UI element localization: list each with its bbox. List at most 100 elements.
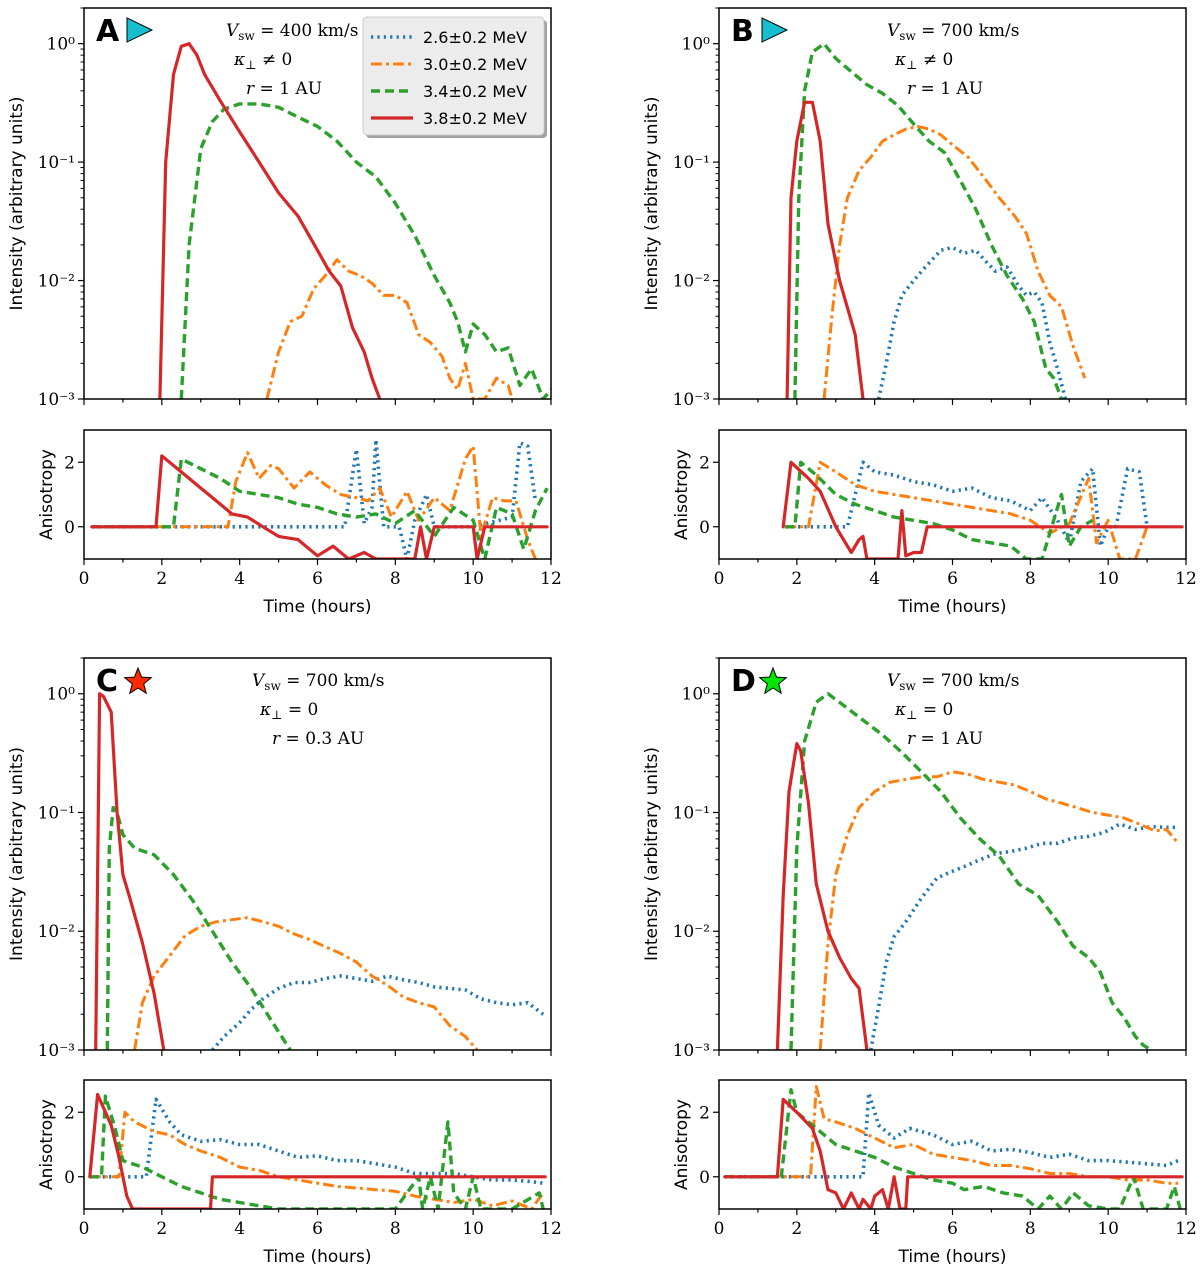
intensity-series-line xyxy=(158,42,382,399)
x-axis-label: Time (hours) xyxy=(262,1247,371,1267)
intensity-series-line xyxy=(869,822,1179,1050)
anisotropy-plot-area xyxy=(723,1085,1184,1209)
x-tick-label: 6 xyxy=(312,1219,323,1239)
y-tick-label: 10⁻¹ xyxy=(673,153,710,173)
x-tick-label: 10 xyxy=(462,569,484,589)
intensity-series-line xyxy=(822,124,1087,399)
y-tick-label: 10⁻¹ xyxy=(38,153,75,173)
x-tick-label: 10 xyxy=(462,1219,484,1239)
y-tick-label: 2 xyxy=(699,1103,710,1123)
parameter-annotation: r = 1 AU xyxy=(907,729,983,749)
y-tick-label: 10⁻¹ xyxy=(38,803,75,823)
x-tick-label: 4 xyxy=(234,569,245,589)
intensity-series-line xyxy=(179,102,551,399)
y-tick-label: 10⁻² xyxy=(673,922,710,942)
star-marker-icon xyxy=(758,666,788,695)
intensity-plot-area xyxy=(158,42,551,399)
intensity-series-line xyxy=(775,741,869,1050)
intensity-y-axis-label: Intensity (arbitrary units) xyxy=(642,747,662,961)
y-tick-label: 10⁰ xyxy=(47,685,76,705)
panel-b: 10⁻³ 10⁻² 10⁻¹ 10⁰ 0 2 4 6 8 10 12 0 2 Time (hours) In… xyxy=(642,7,1197,617)
parameter-annotation: r = 0.3 AU xyxy=(272,729,364,749)
anisotropy-series-line xyxy=(724,1087,1182,1209)
x-tick-label: 8 xyxy=(1025,569,1036,589)
legend-entry-label: 3.4±0.2 MeV xyxy=(423,82,527,101)
anisotropy-plot-area xyxy=(90,437,549,559)
x-tick-label: 4 xyxy=(234,1219,245,1239)
intensity-series-line xyxy=(105,805,292,1050)
y-tick-label: 10⁻² xyxy=(673,272,710,292)
x-tick-label: 2 xyxy=(791,569,802,589)
anisotropy-axes-frame xyxy=(83,1079,552,1210)
x-tick-label: 8 xyxy=(1025,1219,1036,1239)
anisotropy-series-line xyxy=(723,1097,1184,1209)
x-tick-label: 12 xyxy=(540,1219,562,1239)
x-tick-label: 2 xyxy=(791,1219,802,1239)
anisotropy-series-line xyxy=(90,454,549,559)
intensity-series-line xyxy=(211,974,545,1050)
x-tick-label: 2 xyxy=(156,569,167,589)
panel-d: 10⁻³ 10⁻² 10⁻¹ 10⁰ 0 2 4 6 8 10 12 0 2 Time (hours) In… xyxy=(642,657,1197,1267)
anisotropy-series-line xyxy=(89,1110,545,1209)
x-axis-label: Time (hours) xyxy=(897,597,1006,617)
y-tick-label: 10⁻³ xyxy=(673,390,710,410)
x-tick-label: 12 xyxy=(1175,1219,1197,1239)
intensity-series-line xyxy=(793,42,1064,399)
x-tick-label: 6 xyxy=(947,569,958,589)
x-tick-label: 10 xyxy=(1097,569,1119,589)
x-tick-label: 10 xyxy=(1097,1219,1119,1239)
anisotropy-series-line xyxy=(91,444,537,559)
anisotropy-series-line xyxy=(91,457,549,559)
x-tick-label: 2 xyxy=(156,1219,167,1239)
intensity-y-axis-label: Intensity (arbitrary units) xyxy=(642,97,662,311)
y-tick-label: 2 xyxy=(64,1103,75,1123)
anisotropy-series-line xyxy=(781,460,1184,559)
anisotropy-series-line xyxy=(88,1092,547,1209)
parameter-annotation: r = 1 AU xyxy=(246,79,322,99)
x-tick-label: 0 xyxy=(79,569,90,589)
panel-letter: C xyxy=(96,664,118,699)
intensity-plot-area xyxy=(785,42,1087,399)
y-tick-label: 10⁰ xyxy=(682,35,711,55)
y-tick-label: 2 xyxy=(64,453,75,473)
y-tick-label: 10⁻¹ xyxy=(673,803,710,823)
triangle-marker-icon xyxy=(126,17,154,43)
legend-entry-label: 3.0±0.2 MeV xyxy=(423,55,527,74)
x-tick-label: 4 xyxy=(869,569,880,589)
anisotropy-series-line xyxy=(785,460,1094,559)
x-tick-label: 4 xyxy=(869,1219,880,1239)
y-tick-label: 0 xyxy=(699,1168,710,1188)
anisotropy-y-axis-label: Anisotropy xyxy=(672,1099,692,1190)
anisotropy-y-axis-label: Anisotropy xyxy=(37,449,57,540)
y-tick-label: 10⁰ xyxy=(682,685,711,705)
y-tick-label: 2 xyxy=(699,453,710,473)
intensity-series-line xyxy=(94,692,166,1050)
anisotropy-plot-area xyxy=(781,460,1184,559)
parameter-annotation: κ⊥ ≠ 0 xyxy=(894,50,953,72)
anisotropy-y-axis-label: Anisotropy xyxy=(672,449,692,540)
legend-entry-label: 3.8±0.2 MeV xyxy=(423,109,527,128)
triangle-marker-icon xyxy=(761,17,789,43)
intensity-y-axis-label: Intensity (arbitrary units) xyxy=(7,97,27,311)
parameter-annotation: r = 1 AU xyxy=(907,79,983,99)
panel-c: 10⁻³ 10⁻² 10⁻¹ 10⁰ 0 2 4 6 8 10 12 0 2 Time (hours) In… xyxy=(7,657,562,1267)
parameter-annotation: κ⊥ ≠ 0 xyxy=(233,50,292,72)
intensity-plot-area xyxy=(94,692,545,1050)
y-tick-label: 10⁰ xyxy=(47,35,76,55)
panel-letter: D xyxy=(731,664,756,699)
panel-a: 10⁻³ 10⁻² 10⁻¹ 10⁰ 0 2 4 6 8 10 12 0 2 Time (hours) In… xyxy=(7,7,562,617)
legend-box xyxy=(362,16,545,136)
x-tick-label: 0 xyxy=(79,1219,90,1239)
intensity-series-line xyxy=(876,245,1068,399)
intensity-series-line xyxy=(785,100,865,399)
intensity-series-line xyxy=(818,770,1180,1050)
anisotropy-axes-frame xyxy=(718,429,1187,560)
anisotropy-plot-area xyxy=(88,1092,547,1209)
y-tick-label: 10⁻² xyxy=(38,922,75,942)
x-tick-label: 6 xyxy=(312,569,323,589)
y-tick-label: 0 xyxy=(64,518,75,538)
legend-entry-label: 2.6±0.2 MeV xyxy=(423,28,527,47)
anisotropy-series-line xyxy=(89,1097,544,1185)
x-tick-label: 0 xyxy=(714,1219,725,1239)
anisotropy-y-axis-label: Anisotropy xyxy=(37,1099,57,1190)
